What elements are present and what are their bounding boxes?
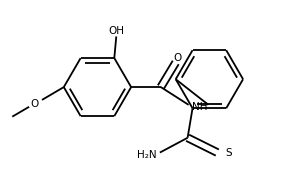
Text: NH: NH xyxy=(192,102,207,112)
Text: H₂N: H₂N xyxy=(137,150,157,160)
Text: OH: OH xyxy=(108,26,124,36)
Text: O: O xyxy=(30,99,38,109)
Text: S: S xyxy=(225,148,232,158)
Text: O: O xyxy=(173,53,182,63)
